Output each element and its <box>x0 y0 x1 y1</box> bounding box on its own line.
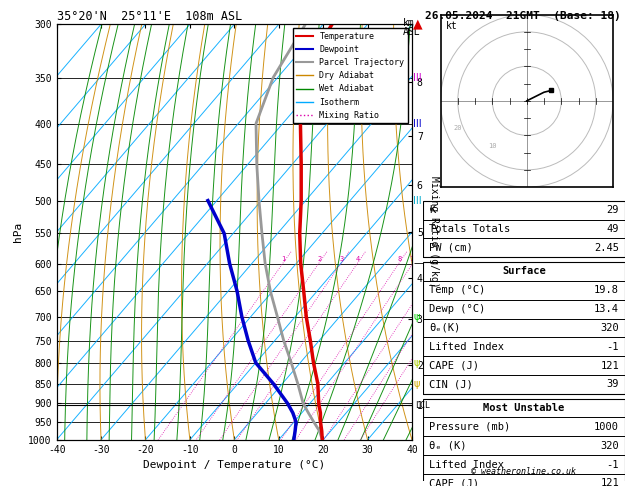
Text: Lifted Index: Lifted Index <box>429 460 504 469</box>
Text: 13.4: 13.4 <box>594 304 619 314</box>
Text: 121: 121 <box>601 361 619 371</box>
Text: 35°20'N  25°11'E  108m ASL: 35°20'N 25°11'E 108m ASL <box>57 10 242 23</box>
Text: Totals Totals: Totals Totals <box>429 224 510 234</box>
X-axis label: Dewpoint / Temperature (°C): Dewpoint / Temperature (°C) <box>143 460 325 470</box>
Text: 3: 3 <box>340 257 344 262</box>
Text: 20: 20 <box>454 125 462 131</box>
Legend: Temperature, Dewpoint, Parcel Trajectory, Dry Adiabat, Wet Adiabat, Isotherm, Mi: Temperature, Dewpoint, Parcel Trajectory… <box>293 29 408 123</box>
Bar <box>423 262 625 394</box>
Bar <box>423 399 625 486</box>
Text: ψ: ψ <box>413 379 420 389</box>
Text: 320: 320 <box>601 441 619 451</box>
Text: LCL: LCL <box>416 401 430 410</box>
Y-axis label: Mixing Ratio (g/kg): Mixing Ratio (g/kg) <box>430 176 440 288</box>
Text: CIN (J): CIN (J) <box>429 380 472 389</box>
Text: kt: kt <box>446 21 457 32</box>
Text: 8: 8 <box>398 257 402 262</box>
Text: Surface: Surface <box>502 266 546 277</box>
Text: Most Unstable: Most Unstable <box>483 403 565 413</box>
Text: 26.05.2024  21GMT  (Base: 18): 26.05.2024 21GMT (Base: 18) <box>425 11 621 21</box>
Text: 2.45: 2.45 <box>594 243 619 253</box>
Text: III: III <box>413 195 422 206</box>
Text: ψ: ψ <box>413 312 420 322</box>
Text: —: — <box>413 259 423 269</box>
Text: III: III <box>413 72 422 83</box>
Text: Temp (°C): Temp (°C) <box>429 285 485 295</box>
Text: CAPE (J): CAPE (J) <box>429 361 479 371</box>
Text: ψ: ψ <box>413 358 420 368</box>
Text: ASL: ASL <box>403 27 421 37</box>
Text: © weatheronline.co.uk: © weatheronline.co.uk <box>472 468 576 476</box>
Text: 10: 10 <box>488 143 496 149</box>
Text: 121: 121 <box>601 479 619 486</box>
Text: 29: 29 <box>606 205 619 215</box>
Text: Dewp (°C): Dewp (°C) <box>429 304 485 314</box>
Text: θₑ (K): θₑ (K) <box>429 441 466 451</box>
Text: 19.8: 19.8 <box>594 285 619 295</box>
Text: 10: 10 <box>409 257 418 262</box>
Text: K: K <box>429 205 435 215</box>
Text: Pressure (mb): Pressure (mb) <box>429 422 510 432</box>
Text: -1: -1 <box>606 460 619 469</box>
Y-axis label: hPa: hPa <box>13 222 23 242</box>
Text: 1000: 1000 <box>594 422 619 432</box>
Text: ▲: ▲ <box>413 18 423 31</box>
Text: 1: 1 <box>281 257 286 262</box>
Text: CAPE (J): CAPE (J) <box>429 479 479 486</box>
Text: km: km <box>403 18 415 28</box>
Text: 2: 2 <box>317 257 321 262</box>
Text: 49: 49 <box>606 224 619 234</box>
Text: III: III <box>413 119 422 129</box>
Text: -1: -1 <box>606 342 619 352</box>
Text: PW (cm): PW (cm) <box>429 243 472 253</box>
Text: 320: 320 <box>601 323 619 333</box>
Text: 39: 39 <box>606 380 619 389</box>
Text: 4: 4 <box>356 257 360 262</box>
Bar <box>423 201 625 257</box>
Text: Lifted Index: Lifted Index <box>429 342 504 352</box>
Text: θₑ(K): θₑ(K) <box>429 323 460 333</box>
